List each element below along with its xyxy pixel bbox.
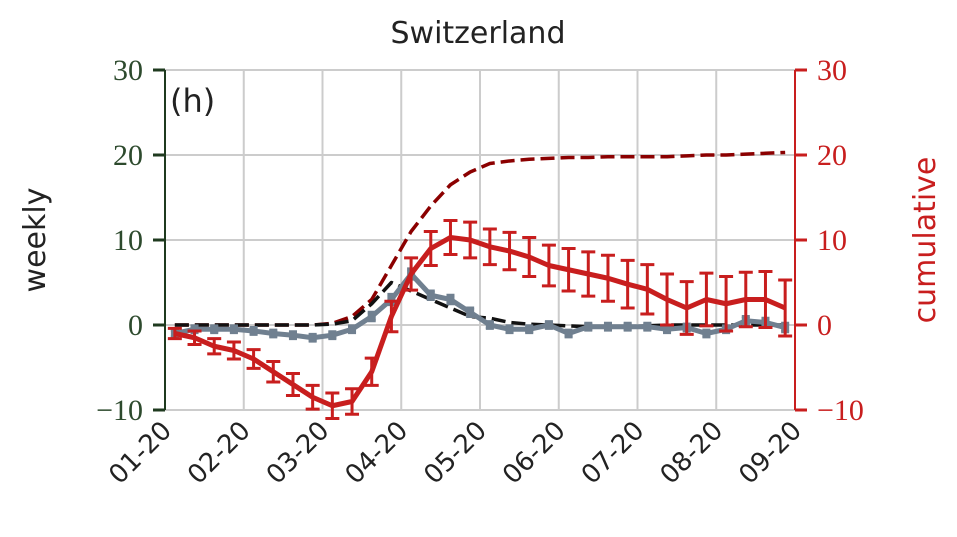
- marker: [367, 312, 376, 321]
- chart-title: Switzerland: [391, 16, 566, 51]
- y-tick-label: 10: [113, 224, 143, 257]
- marker: [564, 329, 573, 338]
- y2-tick-label: 30: [817, 54, 847, 87]
- x-tick-label: 07-20: [576, 416, 651, 491]
- y2-axis-label: cumulative: [908, 157, 943, 324]
- x-tick-label: 04-20: [340, 416, 415, 491]
- marker: [584, 322, 593, 331]
- x-tick-label: 09-20: [733, 416, 808, 491]
- marker: [348, 325, 357, 334]
- x-tick-label: 05-20: [418, 416, 493, 491]
- x-tick-label: 06-20: [497, 416, 572, 491]
- marker: [308, 333, 317, 342]
- y2-tick-label: −10: [817, 394, 864, 427]
- x-tick-label: 02-20: [182, 416, 257, 491]
- marker: [387, 295, 396, 304]
- marker: [485, 321, 494, 329]
- y-tick-label: 20: [113, 139, 143, 172]
- y2-tick-label: 10: [817, 224, 847, 257]
- y-tick-label: −10: [96, 394, 143, 427]
- x-tick-label: 03-20: [261, 416, 336, 491]
- marker: [702, 329, 711, 338]
- marker: [544, 321, 553, 329]
- y2-tick-label: 0: [817, 309, 832, 342]
- annotation: (h): [170, 82, 215, 120]
- marker: [643, 322, 652, 331]
- y-tick-label: 0: [128, 309, 143, 342]
- marker: [249, 326, 258, 335]
- marker: [603, 322, 612, 331]
- marker: [190, 325, 199, 334]
- x-tick-label: 08-20: [655, 416, 730, 491]
- marker: [269, 329, 278, 338]
- marker: [623, 322, 632, 331]
- marker: [505, 325, 514, 334]
- marker: [426, 291, 435, 300]
- marker: [229, 325, 238, 334]
- y-axis-label: weekly: [18, 188, 53, 293]
- y2-tick-label: 20: [817, 139, 847, 172]
- marker: [328, 331, 337, 340]
- marker: [288, 331, 297, 340]
- marker: [446, 295, 455, 304]
- marker: [466, 308, 475, 317]
- marker: [525, 325, 534, 334]
- marker: [663, 325, 672, 334]
- line: [174, 234, 787, 409]
- y-tick-label: 30: [113, 54, 143, 87]
- marker: [210, 325, 219, 334]
